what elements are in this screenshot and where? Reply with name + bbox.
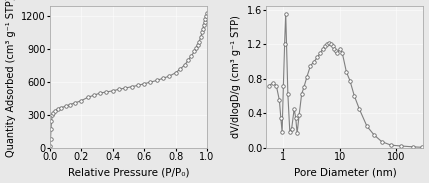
X-axis label: Pore Diameter (nm): Pore Diameter (nm) [293,167,396,178]
X-axis label: Relative Pressure (P/P₀): Relative Pressure (P/P₀) [68,167,189,178]
Y-axis label: dV/dlogD/g (cm³ g⁻¹ STP): dV/dlogD/g (cm³ g⁻¹ STP) [231,15,241,138]
Y-axis label: Quantity Adsorbed (cm³ g⁻¹ STP): Quantity Adsorbed (cm³ g⁻¹ STP) [6,0,15,157]
